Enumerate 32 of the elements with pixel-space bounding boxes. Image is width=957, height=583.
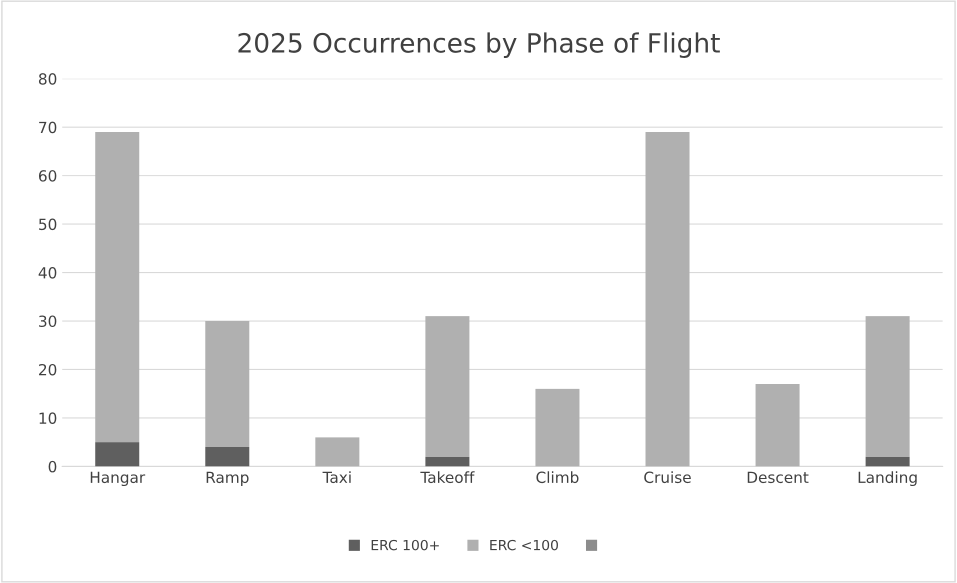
bar bbox=[205, 321, 250, 448]
x-tick-label: Descent bbox=[748, 472, 808, 484]
bar bbox=[756, 384, 800, 466]
y-tick-label: 40 bbox=[38, 267, 56, 279]
bar bbox=[95, 132, 140, 442]
x-tick-label: Taxi bbox=[322, 471, 351, 484]
y-tick-label: 50 bbox=[39, 218, 56, 230]
bar bbox=[95, 442, 140, 466]
legend-label: ERC <100 bbox=[490, 540, 558, 550]
bar bbox=[866, 316, 910, 457]
bar bbox=[315, 437, 360, 466]
x-tick-label: Cruise bbox=[644, 471, 691, 484]
y-tick-label: 0 bbox=[48, 460, 56, 472]
x-tick-label: Ramp bbox=[206, 472, 249, 486]
chart-title: 2025 Occurrences by Phase of Flight bbox=[238, 32, 720, 58]
y-tick-label: 30 bbox=[39, 315, 56, 328]
x-tick-label: Hangar bbox=[90, 472, 146, 486]
y-tick-label: 70 bbox=[39, 122, 56, 134]
y-tick-label: 60 bbox=[38, 170, 56, 182]
bar bbox=[425, 456, 470, 466]
bar bbox=[645, 132, 690, 466]
x-tick-label: Landing bbox=[858, 471, 917, 486]
bar bbox=[205, 447, 250, 466]
y-tick-label: 10 bbox=[40, 412, 56, 424]
x-tick-label: Climb bbox=[536, 471, 578, 484]
bar bbox=[866, 456, 910, 466]
legend-label: ERC 100+ bbox=[372, 540, 439, 550]
bar bbox=[425, 316, 470, 457]
bar bbox=[535, 388, 580, 466]
x-tick-label: Takeoff bbox=[420, 471, 475, 484]
y-tick-label: 20 bbox=[39, 364, 56, 376]
y-tick-label: 80 bbox=[38, 73, 56, 85]
